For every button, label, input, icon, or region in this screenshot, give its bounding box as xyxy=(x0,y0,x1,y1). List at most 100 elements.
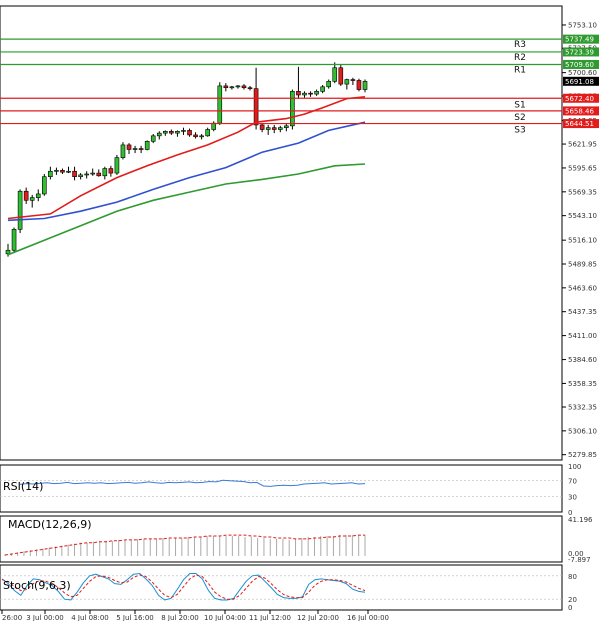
candle-up xyxy=(5,249,11,255)
y-tick-label: 5516.10 xyxy=(568,237,597,245)
candle-down xyxy=(356,80,362,90)
y-tick-label: 5279.85 xyxy=(568,451,597,459)
level-name-r2: R2 xyxy=(514,53,526,63)
x-tick-label: 3 Jul 00:00 xyxy=(26,614,64,621)
x-tick-label: 12 Jul 20:00 xyxy=(297,614,339,621)
x-tick-label: 26:00 xyxy=(2,614,22,621)
candle-down xyxy=(308,92,313,95)
candle-up xyxy=(362,81,368,90)
level-price-tag xyxy=(563,34,599,44)
candle-up xyxy=(90,172,96,175)
current-price-tag xyxy=(563,76,599,86)
level-name-r3: R3 xyxy=(514,40,526,50)
candle-down xyxy=(271,127,277,130)
candle-up xyxy=(17,190,23,230)
candle-up xyxy=(156,132,162,137)
candle-up xyxy=(29,197,35,201)
candle-down xyxy=(126,144,132,150)
stoch-panel xyxy=(0,564,563,611)
candle-up xyxy=(229,86,235,89)
candle-up xyxy=(66,170,71,173)
y-tick-label: 5595.65 xyxy=(568,164,597,172)
ma-red-line xyxy=(7,96,366,220)
ma-blue-line xyxy=(7,121,366,222)
candle-down xyxy=(247,87,253,90)
x-tick-label: 16 Jul 00:00 xyxy=(347,614,389,621)
level-price-tag xyxy=(563,119,599,129)
y-tick-label: 5700.60 xyxy=(568,69,597,77)
level-price-label: 5723.39 xyxy=(565,48,594,56)
candle-up xyxy=(78,174,83,178)
candle-up xyxy=(48,170,53,178)
candle-up xyxy=(102,168,108,177)
candle-up xyxy=(199,135,204,138)
candle-up xyxy=(150,135,156,142)
candle-down xyxy=(108,168,114,174)
stoch-tick-label: 80 xyxy=(568,573,577,581)
y-tick-label: 5306.10 xyxy=(568,427,597,435)
stoch-k-line xyxy=(1,572,366,601)
level-price-label: 5709.60 xyxy=(565,61,594,69)
candle-down xyxy=(296,91,301,96)
y-tick-label: 5437.35 xyxy=(568,308,597,316)
rsi-tick-label: 100 xyxy=(568,463,581,471)
candle-down xyxy=(350,79,356,81)
rsi-panel xyxy=(0,464,563,513)
level-price-tag xyxy=(563,59,599,69)
candle-down xyxy=(259,124,265,130)
level-name-s3: S3 xyxy=(514,126,525,136)
candle-up xyxy=(132,148,138,150)
y-tick-label: 5384.60 xyxy=(568,356,597,364)
macd-tick-label: 41.196 xyxy=(568,516,593,524)
candle-up xyxy=(11,229,17,251)
candle-up xyxy=(235,85,241,88)
rsi-tick-label: 30 xyxy=(568,494,577,502)
x-tick-label: 11 Jul 12:00 xyxy=(249,614,291,621)
candle-up xyxy=(35,193,41,198)
stoch-d-line xyxy=(1,574,366,600)
rsi-tick-label: 0 xyxy=(568,509,572,517)
candle-up xyxy=(84,173,89,176)
candle-up xyxy=(332,67,338,82)
level-name-s1: S1 xyxy=(514,100,525,110)
candle-up xyxy=(144,140,150,150)
y-tick-label: 5753.10 xyxy=(568,21,597,29)
candle-up xyxy=(326,81,331,88)
level-price-label: 5672.40 xyxy=(565,95,594,103)
y-tick-label: 5358.35 xyxy=(568,380,597,388)
rsi-line xyxy=(19,479,366,487)
level-price-tag xyxy=(563,93,599,103)
level-price-tag xyxy=(563,47,599,57)
y-tick-label: 5543.10 xyxy=(568,212,597,220)
macd-title: MACD(12,26,9) xyxy=(8,518,92,531)
candle-down xyxy=(23,190,29,201)
candle-up xyxy=(277,127,283,130)
level-price-tag xyxy=(563,106,599,116)
candle-up xyxy=(54,170,59,172)
candle-up xyxy=(290,91,295,127)
candle-up xyxy=(344,79,350,85)
current-price-label: 5691.08 xyxy=(565,78,594,86)
candle-down xyxy=(169,131,174,134)
candle-up xyxy=(320,86,325,92)
candle-down xyxy=(138,148,144,150)
stoch-tick-label: 0 xyxy=(568,604,572,612)
candle-up xyxy=(302,92,307,96)
stoch-title: Stoch(9,6,3) xyxy=(3,579,71,592)
stoch-tick-label: 20 xyxy=(568,596,577,604)
candle-up xyxy=(314,91,319,95)
candle-up xyxy=(175,131,180,134)
ma-green-line xyxy=(7,163,366,256)
candle-down xyxy=(193,134,198,138)
y-tick-label: 5411.00 xyxy=(568,332,597,340)
rsi-tick-label: 70 xyxy=(568,477,577,485)
candle-down xyxy=(72,170,77,178)
level-name-r1: R1 xyxy=(514,65,526,75)
macd-tick-label: 0.00 xyxy=(568,550,584,558)
candle-up xyxy=(284,125,289,128)
main-panel xyxy=(0,5,563,461)
candle-down xyxy=(96,172,102,177)
y-tick-label: 5332.35 xyxy=(568,404,597,412)
